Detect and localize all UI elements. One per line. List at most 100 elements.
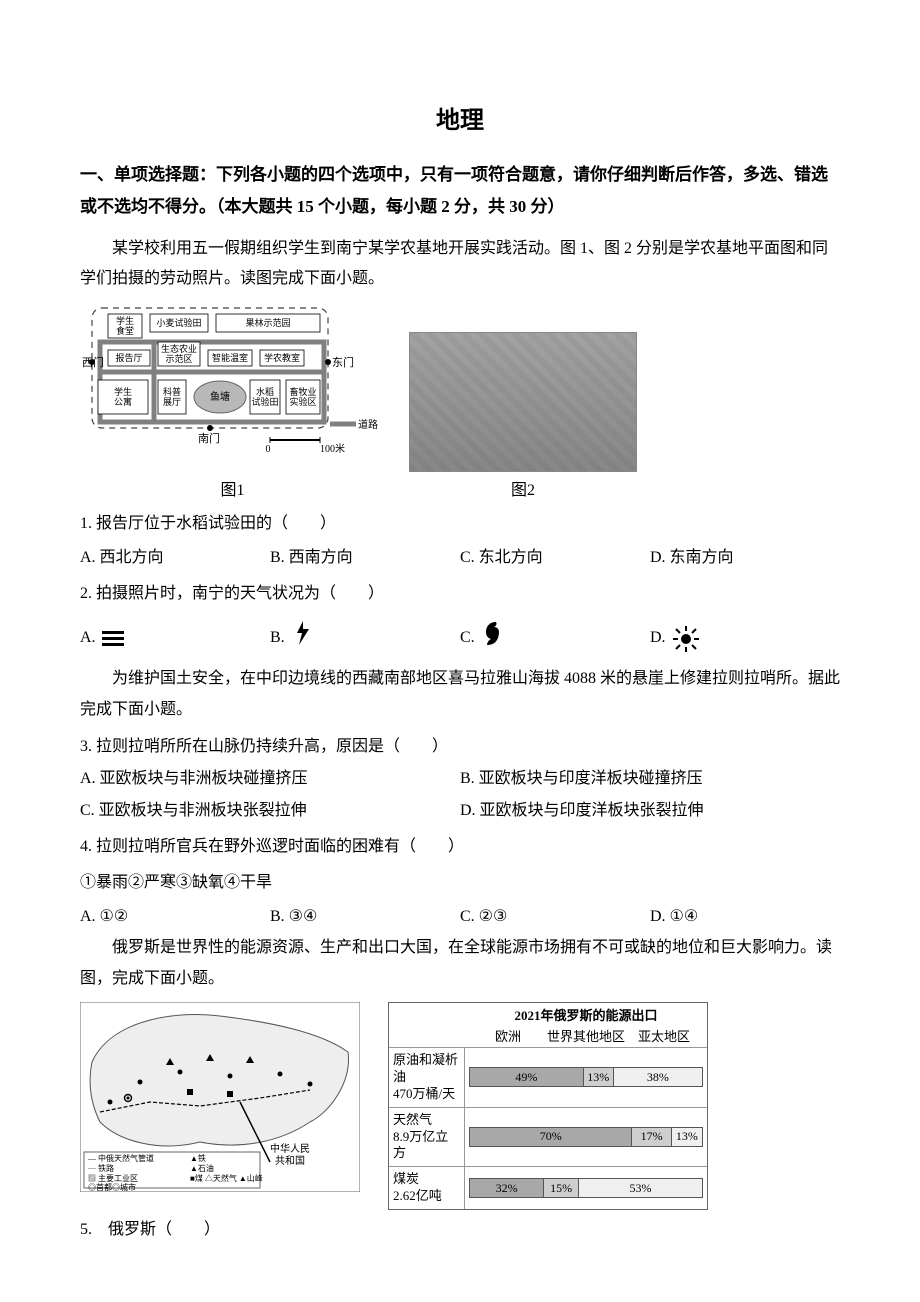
q4-opt-c: C. ②③: [460, 901, 650, 933]
svg-text:西门: 西门: [82, 355, 104, 369]
q5-stem: 5. 俄罗斯（ ）: [80, 1214, 840, 1246]
export-row-label-0: 原油和凝析油470万桶/天: [389, 1048, 465, 1107]
svg-text:畜牧业: 畜牧业: [289, 386, 316, 397]
svg-text:智能温室: 智能温室: [212, 352, 248, 363]
export-row-label-1: 天然气8.9万亿立方: [389, 1108, 465, 1167]
figure-2-caption: 图2: [409, 476, 637, 500]
svg-text:小麦试验田: 小麦试验田: [156, 317, 201, 328]
export-seg-2-1: 15%: [544, 1179, 579, 1197]
q2-opt-d-label: D.: [650, 622, 666, 654]
q4-sub: ①暴雨②严寒③缺氧④干旱: [80, 867, 840, 899]
export-seg-0-0: 49%: [470, 1068, 584, 1086]
q2-opt-b: B.: [270, 612, 460, 664]
svg-text:中华人民: 中华人民: [270, 1142, 310, 1155]
q4-stem: 4. 拉则拉哨所官兵在野外巡逻时面临的困难有（ ）: [80, 831, 840, 863]
q3-options: A. 亚欧板块与非洲板块碰撞挤压 B. 亚欧板块与印度洋板块碰撞挤压 C. 亚欧…: [80, 763, 840, 827]
q1-opt-c: C. 东北方向: [460, 542, 650, 574]
q2-options: A. B. C. D.: [80, 612, 840, 664]
q3-opt-b: B. 亚欧板块与印度洋板块碰撞挤压: [460, 763, 840, 795]
export-col-1: 世界其他地区: [547, 1026, 625, 1045]
svg-text:南门: 南门: [198, 431, 220, 445]
figure-row-2: 中华人民共和国— 中俄天然气管道▲铁┈ 铁路▲石油▨ 主要工业区■煤 △天然气 …: [80, 1002, 840, 1210]
export-row-1: 天然气8.9万亿立方 70%17%13%: [389, 1108, 707, 1168]
figure-1-svg: 鱼塘学生食堂小麦试验田果林示范园报告厅生态农业示范区智能温室学农教室学生公寓科普…: [80, 302, 380, 472]
export-table-cols: 欧洲 世界其他地区 亚太地区: [465, 1026, 707, 1047]
q2-opt-a: A.: [80, 612, 270, 664]
section-header: 一、单项选择题：下列各小题的四个选项中，只有一项符合题意，请你仔细判断后作答，多…: [80, 159, 840, 224]
q2-opt-d: D.: [650, 612, 840, 664]
q1-opt-a: A. 西北方向: [80, 542, 270, 574]
q3-opt-c: C. 亚欧板块与非洲板块张裂拉伸: [80, 795, 460, 827]
export-row-0: 原油和凝析油470万桶/天 49%13%38%: [389, 1048, 707, 1108]
svg-text:学生: 学生: [116, 315, 134, 326]
figure-2: 图2: [409, 332, 637, 500]
svg-text:学农教室: 学农教室: [264, 352, 300, 363]
figure-row-1: 鱼塘学生食堂小麦试验田果林示范园报告厅生态农业示范区智能温室学农教室学生公寓科普…: [80, 302, 840, 500]
q1-options: A. 西北方向 B. 西南方向 C. 东北方向 D. 东南方向: [80, 542, 840, 574]
svg-text:示范区: 示范区: [165, 353, 192, 364]
q1-stem: 1. 报告厅位于水稻试验田的（ ）: [80, 508, 840, 540]
svg-text:┈ 铁路: ┈ 铁路: [88, 1163, 114, 1173]
fog-icon: [102, 628, 124, 649]
svg-text:共和国: 共和国: [275, 1155, 305, 1167]
thunder-icon: [291, 612, 313, 664]
export-seg-2-2: 53%: [579, 1179, 702, 1197]
svg-text:报告厅: 报告厅: [115, 352, 142, 363]
passage-2: 为维护国土安全，在中印边境线的西藏南部地区喜马拉雅山海拔 4088 米的悬崖上修…: [80, 664, 840, 725]
q2-opt-a-label: A.: [80, 622, 96, 654]
svg-text:◎首都◎城市: ◎首都◎城市: [88, 1182, 136, 1192]
svg-text:道路: 道路: [358, 418, 378, 431]
svg-text:鱼塘: 鱼塘: [210, 390, 230, 403]
export-table-head: 2021年俄罗斯的能源出口 欧洲 世界其他地区 亚太地区: [389, 1003, 707, 1048]
q3-stem: 3. 拉则拉哨所所在山脉仍持续升高，原因是（ ）: [80, 731, 840, 763]
q1-opt-d: D. 东南方向: [650, 542, 840, 574]
svg-text:0: 0: [266, 444, 271, 455]
export-seg-0-1: 13%: [584, 1068, 614, 1086]
svg-text:— 中俄天然气管道: — 中俄天然气管道: [87, 1153, 154, 1163]
figure-2-photo: [409, 332, 637, 472]
export-col-0: 欧洲: [469, 1026, 547, 1045]
svg-text:公寓: 公寓: [114, 396, 132, 407]
svg-text:生态农业: 生态农业: [161, 343, 197, 354]
q2-stem: 2. 拍摄照片时，南宁的天气状况为（ ）: [80, 578, 840, 610]
export-col-2: 亚太地区: [625, 1026, 703, 1045]
svg-text:水稻: 水稻: [256, 386, 274, 397]
q4-opt-d: D. ①④: [650, 901, 840, 933]
svg-text:▲石油: ▲石油: [190, 1163, 214, 1173]
sun-icon: [672, 622, 700, 654]
q1-opt-b: B. 西南方向: [270, 542, 460, 574]
typhoon-icon: [481, 612, 503, 664]
export-seg-0-2: 38%: [614, 1068, 702, 1086]
svg-text:▲铁: ▲铁: [190, 1153, 206, 1163]
svg-text:▨ 主要工业区: ▨ 主要工业区: [88, 1173, 138, 1183]
export-seg-1-0: 70%: [470, 1128, 632, 1146]
figure-1-caption: 图1: [80, 476, 385, 500]
russia-map: 中华人民共和国— 中俄天然气管道▲铁┈ 铁路▲石油▨ 主要工业区■煤 △天然气 …: [80, 1002, 360, 1197]
export-seg-2-0: 32%: [470, 1179, 544, 1197]
passage-3: 俄罗斯是世界性的能源资源、生产和出口大国，在全球能源市场拥有不可或缺的地位和巨大…: [80, 933, 840, 994]
svg-text:试验田: 试验田: [251, 396, 278, 407]
page-title: 地理: [80, 100, 840, 135]
svg-text:果林示范园: 果林示范园: [245, 317, 290, 328]
svg-text:科普: 科普: [163, 386, 181, 397]
svg-text:食堂: 食堂: [116, 325, 134, 336]
export-row-2: 煤炭2.62亿吨 32%15%53%: [389, 1167, 707, 1209]
q4-options: A. ①② B. ③④ C. ②③ D. ①④: [80, 901, 840, 933]
q2-opt-c: C.: [460, 612, 650, 664]
q2-opt-c-label: C.: [460, 622, 475, 654]
svg-text:学生: 学生: [114, 386, 132, 397]
svg-text:展厅: 展厅: [163, 397, 181, 407]
svg-text:东门: 东门: [332, 355, 354, 369]
q4-opt-b: B. ③④: [270, 901, 460, 933]
export-table-title: 2021年俄罗斯的能源出口: [465, 1003, 707, 1026]
q3-opt-d: D. 亚欧板块与印度洋板块张裂拉伸: [460, 795, 840, 827]
export-seg-1-2: 13%: [672, 1128, 702, 1146]
export-table: 2021年俄罗斯的能源出口 欧洲 世界其他地区 亚太地区 原油和凝析油470万桶…: [388, 1002, 708, 1210]
export-row-label-2: 煤炭2.62亿吨: [389, 1167, 465, 1209]
export-seg-1-1: 17%: [632, 1128, 671, 1146]
svg-text:100米: 100米: [320, 442, 345, 455]
figure-1: 鱼塘学生食堂小麦试验田果林示范园报告厅生态农业示范区智能温室学农教室学生公寓科普…: [80, 302, 385, 500]
q4-opt-a: A. ①②: [80, 901, 270, 933]
passage-1: 某学校利用五一假期组织学生到南宁某学农基地开展实践活动。图 1、图 2 分别是学…: [80, 234, 840, 295]
svg-text:实验区: 实验区: [289, 396, 316, 407]
